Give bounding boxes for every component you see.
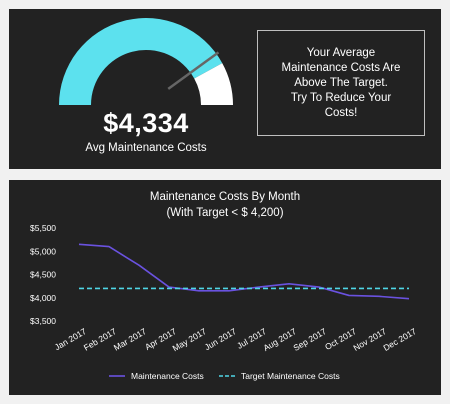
kpi-panel: $4,334 Avg Maintenance Costs Your Averag… <box>9 9 441 169</box>
x-tick-label: May 2017 <box>171 326 209 353</box>
chart-subtitle: (With Target < $ 4,200) <box>166 207 284 219</box>
gauge-remaining-arc <box>194 63 234 105</box>
message-line: Try To Reduce Your <box>290 91 392 104</box>
legend-label: Maintenance Costs <box>131 371 204 381</box>
message-line: Your Average <box>306 46 376 59</box>
x-tick-label: Nov 2017 <box>351 326 388 353</box>
message-box: Your Average Maintenance Costs Are Above… <box>257 30 425 136</box>
x-tick-label: Sep 2017 <box>291 326 328 353</box>
y-tick-label: $3,500 <box>30 316 56 326</box>
x-tick-label: Jan 2017 <box>53 326 89 352</box>
gauge <box>59 17 234 105</box>
line-chart: $3,500 $4,000 $4,500 $5,000 $5,500 Jan 2017Fe… <box>30 223 418 381</box>
gauge-needle <box>167 51 220 90</box>
x-tick-label: Aug 2017 <box>261 326 298 353</box>
legend-label: Target Maintenance Costs <box>241 371 340 381</box>
chart-title: Maintenance Costs By Month <box>149 191 301 203</box>
message-line: Costs! <box>324 106 358 119</box>
gauge-fill-arc <box>59 17 223 105</box>
series-line-maintenance-costs <box>78 243 410 300</box>
kpi-label: Avg Maintenance Costs <box>85 142 207 154</box>
x-tick-label: Dec 2017 <box>381 326 418 353</box>
chart-panel: Maintenance Costs By Month (With Target … <box>9 180 441 395</box>
y-tick-label: $4,000 <box>30 293 56 303</box>
x-tick-label: Feb 2017 <box>82 326 118 353</box>
y-tick-label: $4,500 <box>30 270 56 280</box>
kpi-value: $4,334 <box>103 108 189 138</box>
message-line: Above The Target. <box>294 76 388 89</box>
message-text: Your Average Maintenance Costs Are Above… <box>282 46 401 121</box>
x-tick-label: Mar 2017 <box>112 326 148 353</box>
y-tick-label: $5,500 <box>30 223 56 233</box>
message-line: Maintenance Costs Are <box>281 61 401 74</box>
y-tick-label: $5,000 <box>30 246 56 256</box>
x-tick-label: Jun 2017 <box>203 326 239 352</box>
